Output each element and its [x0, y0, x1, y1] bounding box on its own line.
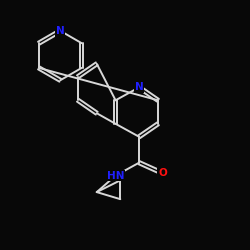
Text: HN: HN: [107, 170, 124, 180]
Text: N: N: [56, 26, 65, 36]
Text: O: O: [158, 168, 167, 178]
Text: N: N: [135, 82, 143, 92]
